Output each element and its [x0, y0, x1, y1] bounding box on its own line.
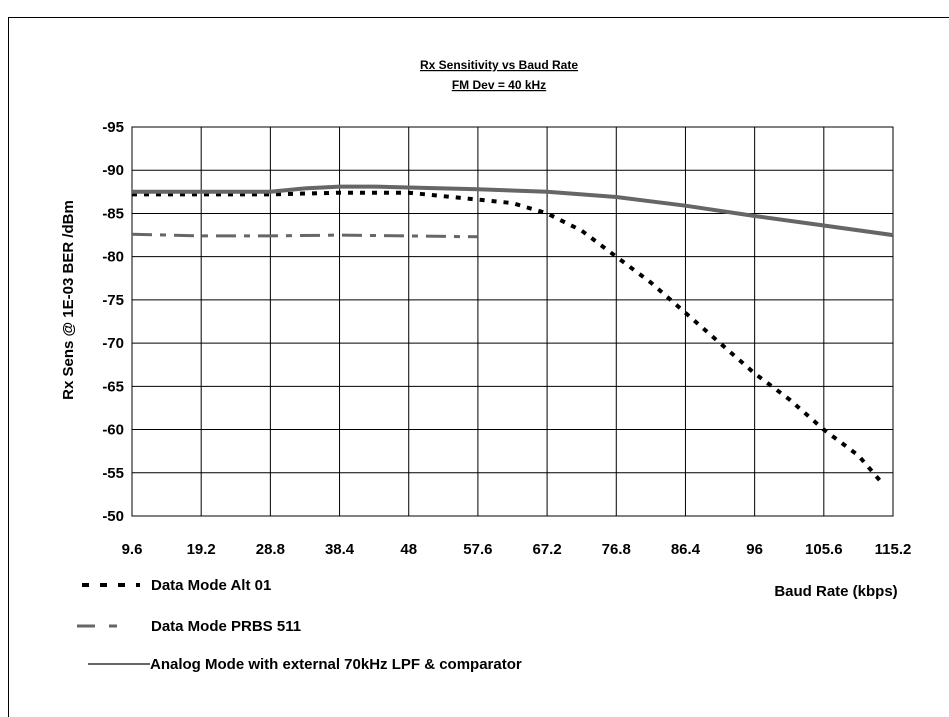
chart-frame [8, 17, 949, 717]
chart: Rx Sensitivity vs Baud Rate FM Dev = 40 … [60, 58, 912, 673]
series-line-data-mode-alt-01 [132, 190, 883, 483]
x-tick-label: 57.6 [463, 541, 492, 558]
chart-title: Rx Sensitivity vs Baud Rate [420, 58, 578, 72]
series-line-data-mode-prbs-511 [131, 232, 478, 239]
x-tick-label: 96 [746, 541, 763, 558]
x-tick-label: 9.6 [122, 541, 143, 558]
series-line-analog-mode [132, 184, 894, 238]
plot-area [131, 126, 894, 517]
y-tick-label: -70 [102, 335, 124, 352]
x-tick-label: 86.4 [671, 541, 701, 558]
y-tick-label: -50 [102, 508, 124, 525]
x-tick-label: 105.6 [805, 541, 843, 558]
x-tick-label: 48 [400, 541, 417, 558]
y-tick-label: -95 [102, 119, 124, 136]
y-tick-label: -65 [102, 378, 124, 395]
y-axis-label: Rx Sens @ 1E-03 BER /dBm [60, 200, 77, 400]
grid [131, 126, 894, 517]
legend-label: Data Mode PRBS 511 [151, 618, 301, 635]
x-tick-label: 19.2 [187, 541, 216, 558]
series-layer [131, 184, 894, 483]
legend-label: Data Mode Alt 01 [151, 577, 271, 594]
y-tick-label: -90 [102, 162, 124, 179]
x-tick-labels: 9.6 19.2 28.8 38.4 48 57.6 67.2 76.8 86.4 96 105.6… [122, 541, 912, 558]
x-axis-label: Baud Rate (kbps) [774, 583, 897, 600]
x-tick-label: 67.2 [532, 541, 561, 558]
chart-subtitle: FM Dev = 40 kHz [452, 78, 546, 92]
y-tick-labels: -95 -90 -85 -80 -75 -70 -65 -60 -55 -50 [102, 119, 124, 525]
y-tick-label: -85 [102, 205, 124, 222]
x-tick-label: 115.2 [875, 541, 912, 558]
x-tick-label: 38.4 [325, 541, 355, 558]
y-tick-label: -60 [102, 422, 124, 439]
legend-label: Analog Mode with external 70kHz LPF & co… [150, 656, 522, 673]
y-tick-label: -55 [102, 465, 124, 482]
legend: Data Mode Alt 01 Data Mode PRBS 511 Analog… [77, 577, 522, 673]
x-tick-label: 28.8 [256, 541, 285, 558]
y-tick-label: -80 [102, 249, 124, 266]
y-tick-label: -75 [102, 292, 124, 309]
x-tick-label: 76.8 [602, 541, 631, 558]
